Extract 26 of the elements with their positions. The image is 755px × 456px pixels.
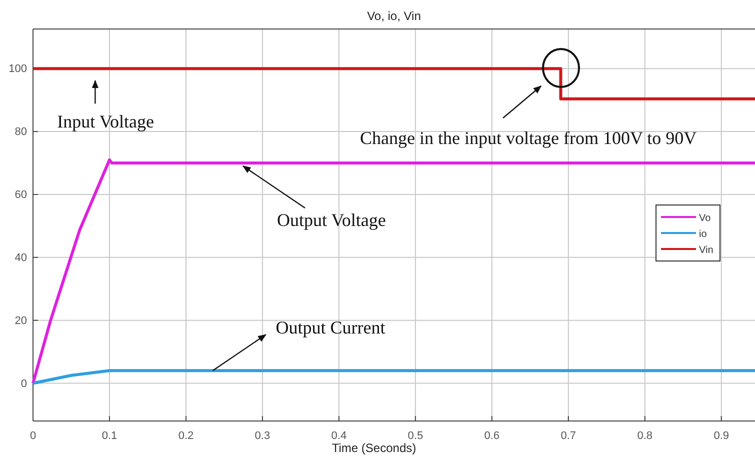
y-tick-label: 20 [14,314,27,327]
line-series [32,158,755,385]
annotation: Output Current [276,318,386,338]
y-tick-label: 100 [8,63,27,76]
x-tick-label: 0.8 [637,430,653,442]
annotation: Change in the input voltage from 100V to 90V [360,128,697,148]
legend-label: Vin [699,245,714,256]
legend-label: io [699,229,708,240]
x-tick-label: 0.2 [178,430,194,442]
x-tick-label: 0.5 [408,430,424,442]
y-tick-label: 40 [14,252,27,264]
annotation: Output Voltage [277,210,386,230]
x-tick-label: 0.4 [331,430,347,442]
x-tick-label: 0.9 [714,430,729,442]
y-tick-label: 0 [20,378,27,390]
x-tick-label: 0.1 [102,430,118,442]
annotation: Input Voltage [57,112,154,132]
x-tick-label: 0.3 [254,430,270,442]
chart-title: Vo, io, Vin [367,9,421,23]
x-axis-title: Time (Seconds) [332,441,416,455]
x-tick-label: 0.7 [560,430,576,442]
x-tick-label: 0.6 [484,430,500,442]
y-tick-label: 80 [14,126,27,138]
y-tick-label: 60 [14,189,27,202]
legend-label: Vo [699,213,712,224]
x-tick-label: 0 [30,430,36,442]
